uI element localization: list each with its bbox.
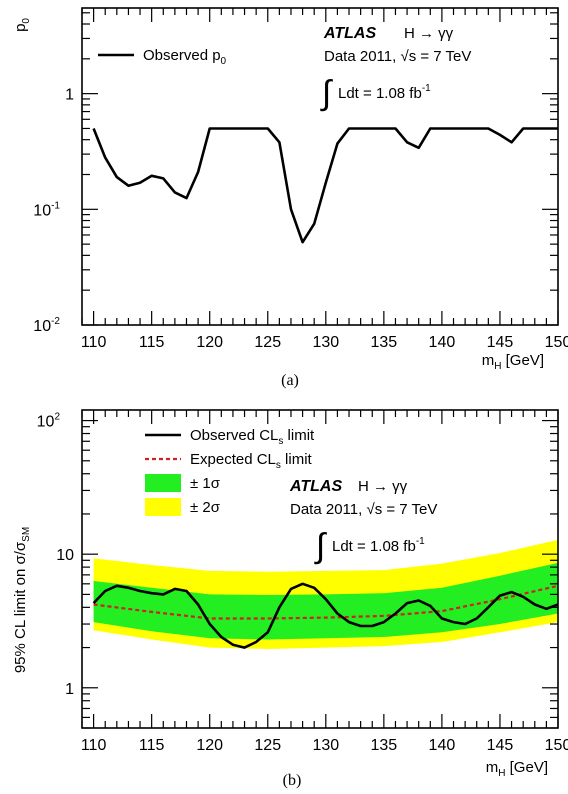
experiment-label: ATLAS	[323, 25, 376, 42]
legend-label: ± 1σ	[190, 475, 221, 492]
integral-sign: ∫	[314, 527, 327, 565]
x-tick-label: 135	[371, 334, 398, 351]
legend-label: Observed CLs limit	[190, 427, 315, 447]
x-tick-label: 140	[429, 737, 456, 754]
panel-a: 110 115 120 125 130 135 140 145 150 1 10-1 10-2 mH […	[12, 7, 568, 389]
y-tick-label: 1	[65, 87, 74, 104]
legend: Observed p0	[98, 47, 227, 67]
lumi-label: Ldt = 1.08 fb-1	[332, 536, 425, 555]
series-line-observed	[92, 127, 558, 244]
panel-caption: (a)	[281, 372, 299, 389]
lumi-label: Ldt = 1.08 fb-1	[338, 83, 431, 102]
x-tick-label: 125	[254, 737, 281, 754]
process-label: H → γγ	[358, 478, 408, 495]
y-tick-label: 10-1	[33, 200, 60, 219]
experiment-label: ATLAS	[289, 478, 342, 495]
x-tick-label: 125	[254, 334, 281, 351]
x-tick-label: 120	[196, 737, 223, 754]
x-tick-label: 145	[487, 737, 514, 754]
integral-sign: ∫	[320, 74, 333, 112]
x-tick-label: 110	[81, 334, 107, 351]
x-tick-label: 130	[312, 334, 339, 351]
legend-swatch	[145, 498, 181, 516]
x-tick-label: 145	[487, 334, 514, 351]
data-label: Data 2011, √s = 7 TeV	[290, 501, 437, 518]
x-axis-label: mH [GeV]	[486, 759, 548, 779]
series-line-observed	[92, 582, 558, 649]
x-tick-label: 110	[81, 737, 107, 754]
y-tick-label: 102	[37, 412, 61, 431]
x-tick-label: 150	[545, 334, 568, 351]
panel-caption: (b)	[283, 772, 302, 789]
legend-label: Expected CLs limit	[190, 451, 313, 471]
annotation-block: ATLAS H → γγ Data 2011, √s = 7 TeV ∫ Ldt = 1…	[320, 25, 471, 112]
y-axis-label: p0	[12, 18, 32, 32]
process-label: H → γγ	[404, 25, 454, 42]
data-label: Data 2011, √s = 7 TeV	[324, 48, 471, 65]
legend-label: Observed p0	[143, 47, 227, 67]
x-tick-label: 115	[139, 737, 165, 754]
plot-frame	[81, 7, 559, 326]
x-tick-label: 115	[139, 334, 165, 351]
x-tick-label: 135	[371, 737, 398, 754]
x-tick-label: 130	[312, 737, 339, 754]
annotation-block: ATLAS H → γγ Data 2011, √s = 7 TeV ∫ Ldt = 1…	[289, 478, 437, 565]
legend-label: ± 2σ	[190, 499, 221, 516]
x-tick-label: 140	[429, 334, 456, 351]
series-line-expected	[93, 584, 558, 620]
x-tick-label: 120	[196, 334, 223, 351]
panel-b: 110 115 120 125 130 135 140 145 150 102 10 1 mH [GeV…	[12, 409, 568, 789]
y-tick-label: 10-2	[33, 316, 60, 335]
legend: Observed CLs limit Expected CLs limit ± 1σ…	[145, 427, 315, 516]
legend-swatch	[145, 474, 181, 492]
x-axis-label: mH [GeV]	[482, 352, 544, 372]
plot-frame	[81, 409, 559, 729]
y-tick-label: 10	[56, 547, 74, 564]
y-tick-label: 1	[65, 681, 74, 698]
y-axis-label: 95% CL limit on σ/σSM	[12, 527, 32, 673]
x-tick-label: 150	[545, 737, 568, 754]
